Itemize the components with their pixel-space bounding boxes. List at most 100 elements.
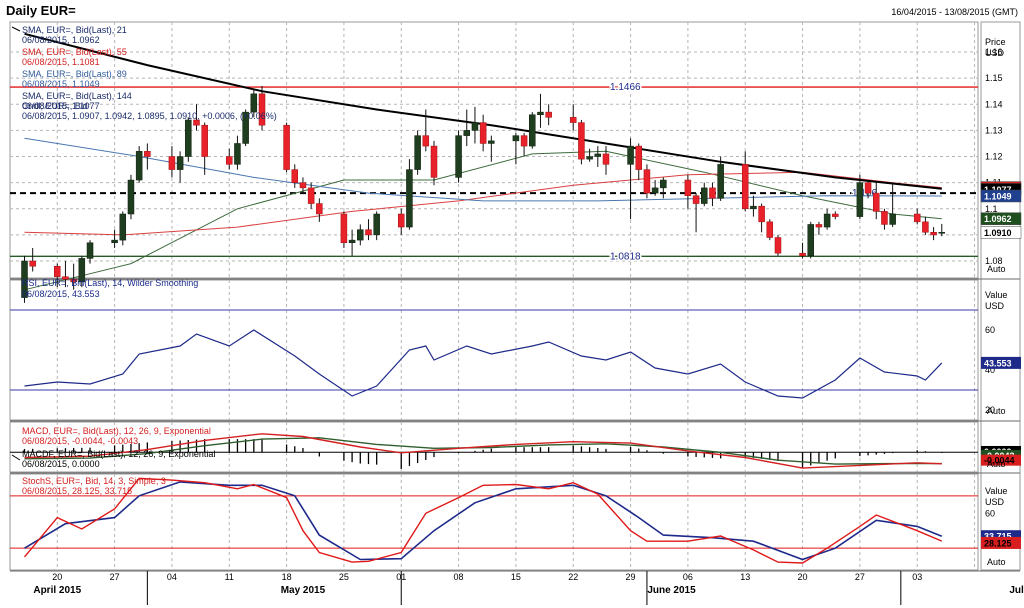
candle-body <box>54 265 61 277</box>
candle-body <box>373 213 380 236</box>
sma-line-1 <box>24 171 942 236</box>
stoch-legend-value: 06/08/2015, 28.125, 33.715 <box>22 486 132 496</box>
stoch-d-line <box>24 481 943 561</box>
rsi-axis-title: Value <box>985 290 1007 300</box>
rsi-axis-unit: USD <box>985 301 1005 311</box>
candle-body <box>316 203 323 215</box>
candle-body <box>299 182 307 189</box>
rsi-tick-label: 20 <box>985 405 995 415</box>
candle-body <box>651 187 659 194</box>
stoch-auto-button[interactable]: Auto <box>987 557 1006 567</box>
legend-leader-line <box>11 26 21 32</box>
candle-body <box>250 93 258 113</box>
price-auto-button[interactable]: Auto <box>987 264 1006 274</box>
candle-body <box>512 135 520 142</box>
candle-body <box>488 140 495 144</box>
x-day-label: 25 <box>339 572 349 582</box>
candle-body <box>422 135 430 147</box>
sma-line-0 <box>24 150 942 291</box>
price-level-label: 1.1466 <box>610 82 641 93</box>
x-day-label: 20 <box>52 572 62 582</box>
candle-body <box>176 156 184 170</box>
candle-body <box>602 153 610 165</box>
candle-body <box>864 182 872 194</box>
candle-body <box>348 239 356 243</box>
candle-body <box>291 169 299 183</box>
macd-auto-button[interactable]: Auto <box>987 459 1006 469</box>
candle-body <box>70 279 77 283</box>
candle-body <box>357 229 364 241</box>
candle-body <box>135 151 143 181</box>
candle-body <box>545 111 552 118</box>
price-legend-name: SMA, EUR=, Bid(Last), 55 <box>22 47 127 57</box>
stoch-badge <box>981 536 1021 549</box>
stoch-tick-label: 60 <box>985 508 995 518</box>
candle-body <box>414 135 421 170</box>
candle-body <box>62 276 69 280</box>
candle-body <box>234 143 241 165</box>
price-tick-label: 1.14 <box>985 99 1003 109</box>
date-range: 16/04/2015 - 13/08/2015 (GMT) <box>891 7 1018 17</box>
rsi-legend-value: 06/08/2015, 43.553 <box>22 289 100 299</box>
price-legend-value: 06/08/2015, 1.1049 <box>22 79 100 89</box>
candle-body <box>119 213 127 241</box>
stoch-badge-text: 33.715 <box>984 532 1012 542</box>
macd-legend-value: 06/08/2015, -0.0044, -0.0043 <box>22 436 138 446</box>
candle-body <box>815 224 823 228</box>
price-badge-text: 1.0910 <box>984 228 1012 238</box>
candle-body <box>569 117 577 123</box>
candle-body <box>529 114 536 147</box>
price-tick-label: 1.16 <box>985 47 1003 57</box>
rsi-line <box>24 329 943 399</box>
x-month-label: June 2015 <box>647 585 696 596</box>
candle-body <box>938 232 946 234</box>
candle-body <box>455 135 462 178</box>
candle-body <box>242 111 249 144</box>
candle-body <box>774 237 782 254</box>
candle-body <box>29 260 36 267</box>
candle-body <box>193 119 200 126</box>
price-badge-text: 1.1049 <box>984 191 1012 201</box>
candle-body <box>758 205 765 223</box>
candle-body <box>643 169 651 194</box>
price-level-label: 1.0818 <box>610 251 641 262</box>
candle-body <box>873 192 880 212</box>
price-legend-value: 06/08/2015, 1.0962 <box>22 35 100 45</box>
candle-body <box>307 187 315 204</box>
candle-body <box>701 187 708 204</box>
candle-body <box>258 93 266 126</box>
x-day-label: 11 <box>225 572 234 582</box>
candle-body <box>594 153 602 157</box>
price-badge <box>980 226 1022 239</box>
price-tick-label: 1.15 <box>985 73 1003 83</box>
x-day-label: 13 <box>740 572 750 582</box>
price-badge-text: 1.0962 <box>984 214 1012 224</box>
x-day-label: 04 <box>167 572 177 582</box>
price-legend-value: 06/08/2015, 1.1081 <box>22 57 100 67</box>
candle-body <box>406 169 413 228</box>
macd-legend-name: MACD, EUR=, Bid(Last), 12, 26, 9, Expone… <box>22 426 211 436</box>
panel-frame-price <box>9 21 979 279</box>
x-day-label: 15 <box>511 572 521 582</box>
candle-body <box>856 182 864 217</box>
price-badge <box>980 212 1022 225</box>
candle-body <box>144 151 151 157</box>
rsi-auto-button[interactable]: Auto <box>987 406 1006 416</box>
candle-body <box>586 156 593 160</box>
x-day-label: 20 <box>798 572 808 582</box>
candle-body <box>799 252 806 257</box>
price-legend-value: 06/08/2015, 1.1077 <box>22 101 100 111</box>
rsi-badge <box>981 356 1021 369</box>
price-badge <box>980 189 1022 203</box>
panel-frame-macd <box>9 421 979 473</box>
axis-frame <box>980 21 1021 571</box>
price-legend-value: 06/08/2015, 1.0907, 1.0942, 1.0895, 1.09… <box>22 111 277 121</box>
x-day-label: 29 <box>626 572 636 582</box>
x-day-label: 08 <box>454 572 464 582</box>
price-tick-label: 1.12 <box>985 152 1003 162</box>
candle-body <box>226 156 233 165</box>
sma-line-3 <box>24 32 942 190</box>
candle-body <box>185 119 192 157</box>
candle-body <box>692 195 700 204</box>
